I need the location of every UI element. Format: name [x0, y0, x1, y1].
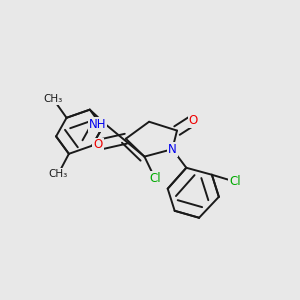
Text: CH₃: CH₃ — [49, 169, 68, 178]
Text: Cl: Cl — [149, 172, 161, 185]
Text: O: O — [93, 139, 103, 152]
Text: Cl: Cl — [229, 175, 241, 188]
Text: NH: NH — [88, 118, 106, 131]
Text: O: O — [189, 114, 198, 127]
Text: N: N — [168, 143, 177, 156]
Text: CH₃: CH₃ — [44, 94, 63, 104]
